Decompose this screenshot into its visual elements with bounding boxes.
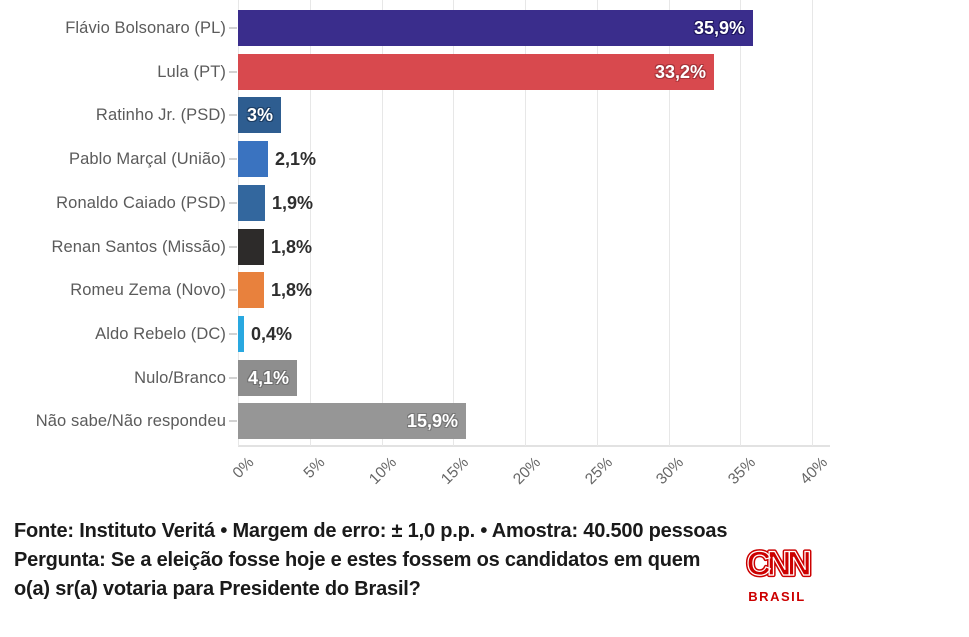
bar-row: Pablo Marçal (União) 2,1% bbox=[0, 141, 969, 178]
x-axis-baseline bbox=[238, 445, 830, 447]
gridline bbox=[525, 0, 526, 446]
category-label: Ratinho Jr. (PSD) bbox=[95, 106, 226, 125]
value-label: 2,1% bbox=[275, 149, 317, 170]
category-label: Aldo Rebelo (DC) bbox=[95, 324, 226, 343]
gridline bbox=[812, 0, 813, 446]
bar-row: Não sabe/Não respondeu 15,9% bbox=[0, 403, 969, 440]
bar-row: Lula (PT) 33,2% bbox=[0, 53, 969, 90]
svg-text:CNN: CNN bbox=[747, 545, 811, 583]
y-tick-dash bbox=[229, 201, 237, 204]
category-label: Não sabe/Não respondeu bbox=[35, 412, 226, 431]
x-tick-label: 5% bbox=[300, 454, 329, 482]
value-label: 4,1% bbox=[247, 367, 289, 388]
value-label: 1,8% bbox=[271, 280, 313, 301]
x-tick-label: 25% bbox=[581, 454, 616, 488]
y-tick-dash bbox=[229, 289, 237, 292]
bar bbox=[238, 272, 264, 309]
bar: 4,1% bbox=[238, 359, 297, 396]
x-tick-label: 30% bbox=[653, 454, 688, 488]
category-label: Renan Santos (Missão) bbox=[51, 237, 226, 256]
x-tick-label: 15% bbox=[438, 454, 473, 488]
x-tick-label: 20% bbox=[510, 454, 545, 488]
category-label: Nulo/Branco bbox=[134, 368, 226, 387]
gridline bbox=[596, 0, 598, 446]
chart-footer: Fonte: Instituto Veritá • Margem de erro… bbox=[14, 517, 732, 604]
bar-row: Renan Santos (Missão) 1,8% bbox=[0, 228, 969, 265]
y-tick-dash bbox=[229, 420, 237, 423]
gridline bbox=[453, 0, 455, 446]
bar bbox=[238, 315, 244, 352]
x-tick-label: 35% bbox=[725, 454, 760, 488]
category-label: Flávio Bolsonaro (PL) bbox=[65, 19, 226, 37]
category-label: Ronaldo Caiado (PSD) bbox=[56, 193, 226, 212]
y-tick-dash bbox=[229, 158, 237, 161]
y-tick-dash bbox=[229, 114, 237, 117]
category-label: Pablo Marçal (União) bbox=[69, 150, 226, 169]
bar: 3% bbox=[238, 97, 281, 134]
cnn-logo-icon: CNN CNN bbox=[744, 543, 816, 585]
bar-row: Romeu Zema (Novo) 1,8% bbox=[0, 272, 969, 309]
bar bbox=[238, 141, 268, 178]
value-label: 35,9% bbox=[693, 18, 745, 38]
cnn-brasil-label: BRASIL bbox=[748, 589, 806, 604]
y-tick-dash bbox=[229, 70, 237, 73]
value-label: 1,9% bbox=[272, 192, 314, 213]
gridline bbox=[309, 0, 311, 446]
bar bbox=[238, 228, 264, 265]
value-label: 3% bbox=[246, 105, 273, 126]
bar bbox=[238, 184, 265, 221]
value-label: 15,9% bbox=[406, 411, 458, 432]
cnn-brasil-logo: CNN CNN BRASIL bbox=[735, 540, 819, 604]
value-label: 1,8% bbox=[271, 236, 313, 257]
gridline bbox=[740, 0, 742, 446]
x-tick-label: 10% bbox=[366, 454, 401, 488]
bar-row: Aldo Rebelo (DC) 0,4% bbox=[0, 315, 969, 352]
y-tick-dash bbox=[229, 245, 237, 248]
bar-row: Flávio Bolsonaro (PL) 35,9% bbox=[0, 10, 969, 46]
bar-row: Ratinho Jr. (PSD) 3% bbox=[0, 97, 969, 134]
gridline bbox=[668, 0, 670, 446]
y-tick-dash bbox=[229, 332, 237, 335]
bar-row: Ronaldo Caiado (PSD) 1,9% bbox=[0, 184, 969, 221]
question-text: Pergunta: Se a eleição fosse hoje e este… bbox=[14, 549, 701, 600]
y-tick-dash bbox=[229, 27, 237, 29]
bar-row: Nulo/Branco 4,1% bbox=[0, 359, 969, 396]
category-label: Romeu Zema (Novo) bbox=[70, 281, 226, 300]
x-tick-label: 40% bbox=[797, 454, 832, 488]
y-tick-dash bbox=[229, 376, 237, 379]
bar: 35,9% bbox=[238, 10, 753, 46]
category-label: Lula (PT) bbox=[157, 62, 226, 81]
bar: 33,2% bbox=[238, 53, 714, 90]
source-text: Fonte: Instituto Veritá • Margem de erro… bbox=[14, 520, 728, 542]
gridline bbox=[238, 0, 239, 446]
value-label: 0,4% bbox=[251, 323, 293, 344]
bar: 15,9% bbox=[238, 403, 466, 440]
gridline bbox=[381, 0, 383, 446]
svg-text:CNN: CNN bbox=[747, 545, 811, 583]
value-label: 33,2% bbox=[654, 61, 706, 82]
x-tick-label: 0% bbox=[229, 454, 258, 482]
poll-bar-chart: 0% 5% 10% 15% 20% 25% 30% 35% 40% Flávio Bolsonar… bbox=[0, 0, 969, 488]
